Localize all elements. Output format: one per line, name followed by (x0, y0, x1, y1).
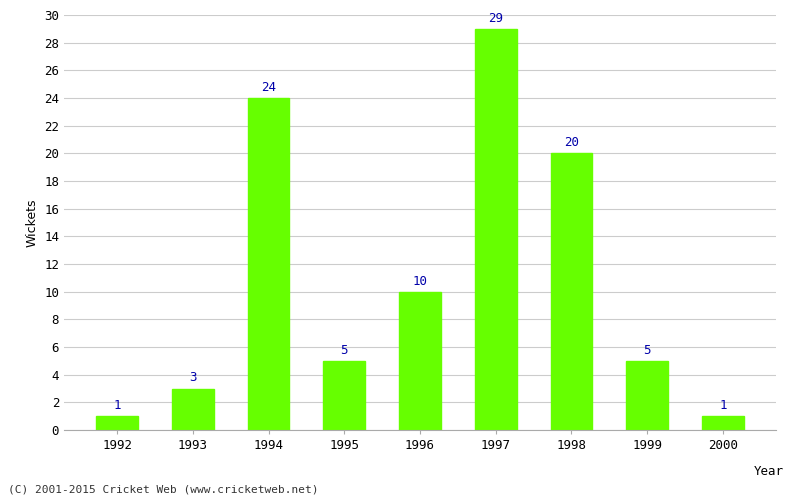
Text: 29: 29 (488, 12, 503, 24)
Text: 5: 5 (341, 344, 348, 356)
Bar (96, 416, 138, 430)
Bar (248, 98, 290, 430)
Text: Year: Year (754, 465, 784, 478)
Bar (475, 29, 517, 430)
Bar (626, 361, 668, 430)
Text: 1: 1 (114, 399, 121, 412)
Text: 5: 5 (643, 344, 651, 356)
Text: 1: 1 (719, 399, 726, 412)
Bar (550, 154, 592, 430)
Text: 20: 20 (564, 136, 579, 149)
Text: 24: 24 (261, 81, 276, 94)
Y-axis label: Wickets: Wickets (26, 198, 38, 246)
Bar (702, 416, 744, 430)
Bar (399, 292, 441, 430)
Bar (323, 361, 365, 430)
Text: 3: 3 (189, 372, 197, 384)
Bar (172, 388, 214, 430)
Text: 10: 10 (413, 274, 427, 287)
Text: (C) 2001-2015 Cricket Web (www.cricketweb.net): (C) 2001-2015 Cricket Web (www.cricketwe… (8, 485, 318, 495)
